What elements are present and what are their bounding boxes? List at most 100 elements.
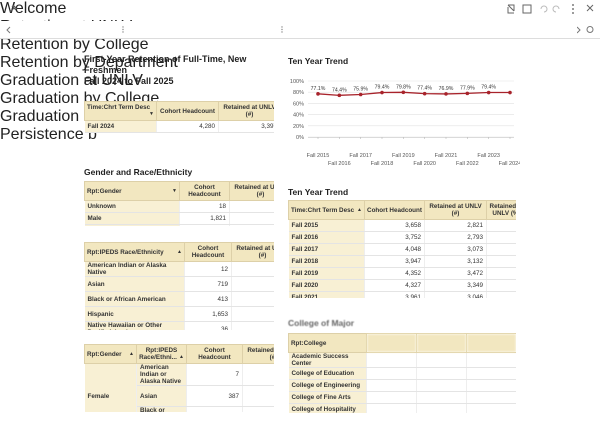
table-row: Black or African American 413 (84, 291, 274, 307)
tab-prev[interactable] (6, 26, 11, 34)
cell (466, 367, 516, 380)
trend-chart: 0% 20% 40% 60% 80% 100% Fall 2015 Fall 2016 Fall… (290, 79, 520, 167)
report-title: First-Year Retention of Full-Time, New F… (84, 54, 247, 75)
column-header: Retained at UNLV (#) (242, 344, 274, 364)
y-tick-label: 0% (296, 135, 304, 141)
table-row: Fall 2021 3,961 3,046 (288, 291, 516, 298)
close-icon[interactable] (586, 4, 594, 12)
row-header: Black or African American (84, 291, 185, 307)
column-header: Cohort Headcount (179, 181, 230, 201)
data-point (465, 91, 470, 96)
cell (186, 406, 243, 412)
cell: 2,441 (179, 224, 230, 226)
tab-menu[interactable] (281, 26, 283, 33)
sort-icon: ▲ (177, 248, 182, 255)
data-label: 77.1% (311, 86, 326, 92)
table-row: Male 1,821 (84, 212, 274, 225)
data-label: 79.8% (396, 84, 411, 90)
cell (416, 403, 467, 413)
row-header: Male (84, 212, 180, 225)
trend-line (317, 91, 510, 96)
data-label: 76.9% (439, 86, 454, 92)
x-tick-label: Fall 2016 (328, 161, 351, 167)
data-label: 79.4% (481, 85, 496, 91)
y-tick-label: 80% (293, 90, 304, 96)
cell (231, 321, 274, 330)
cell (486, 231, 516, 244)
x-tick-label: Fall 2019 (392, 153, 415, 159)
undo-icon[interactable] (540, 5, 548, 13)
row-header: Fall 2017 (288, 243, 365, 256)
data-label: 77.4% (417, 86, 432, 92)
column-header-text: Cohort Headcount (198, 347, 231, 361)
column-header-text: Rpt:IPEDS Race/Ethnicity (87, 248, 164, 256)
column-header: Cohort Headcount (186, 344, 243, 364)
tab[interactable]: Retention by Department (0, 54, 178, 71)
table-row: Fall 2016 3,752 2,793 (288, 231, 516, 244)
table: Rpt:Gender ▼ Cohort Headcount Retained at U… (84, 181, 274, 226)
column-header: Retained at UNLV (#) (231, 242, 274, 262)
cell: 3,132 (424, 255, 487, 268)
cell (466, 379, 516, 392)
cell (486, 291, 516, 298)
sort-icon: ▲ (357, 206, 362, 213)
table-row: College of Education (288, 367, 516, 380)
cell: 3,046 (424, 291, 487, 298)
table-row: Fall 2017 4,048 3,073 (288, 243, 516, 256)
cell: 18 (179, 200, 230, 213)
table: Time:Chrt Term Desc ▼ Cohort Headcount Reta… (84, 101, 274, 133)
data-point (380, 90, 384, 95)
column-header-text: Retained at UNLV (%) (489, 203, 516, 217)
cell: 36 (184, 321, 232, 330)
tab[interactable]: Welcome (0, 0, 67, 17)
sort-icon: ▼ (149, 111, 154, 117)
column-header-text: Rpt:Gender (87, 187, 122, 195)
row-header: Academic Success Center (288, 352, 367, 368)
column-header-text: Rpt:Gender (87, 350, 122, 358)
column-header: Cohort Headcount (184, 242, 232, 262)
tab[interactable]: Persistence b (0, 126, 97, 143)
header-row: Rpt:College (288, 333, 516, 353)
cell: 719 (184, 276, 232, 292)
column-header (466, 333, 516, 353)
menu-icon[interactable] (572, 4, 574, 14)
cell (366, 352, 417, 368)
layout-icon[interactable] (522, 4, 532, 14)
cell: 413 (184, 291, 232, 307)
column-header (366, 333, 417, 353)
cell (416, 367, 467, 380)
table-row: Female2,441 (84, 224, 274, 226)
column-header: Retained at UNLV (#) (424, 200, 487, 220)
column-header: Rpt:IPEDS Race/Ethnicity ▲ (84, 242, 185, 262)
tab[interactable]: Graduation at UNLV (0, 72, 143, 89)
column-header: Rpt:College (288, 333, 367, 353)
top-toolbar (9, 4, 594, 14)
data-label: 75.9% (353, 86, 368, 92)
header-row: Time:Chrt Term Desc ▼ Cohort Headcount Reta… (84, 101, 274, 121)
cell: 3,472 (424, 267, 487, 280)
tab-menu[interactable] (122, 26, 124, 33)
column-header-text: Retained at UNLV (#) (236, 245, 274, 259)
section-title: Gender and Race/Ethnicity (84, 167, 193, 177)
x-tick-label: Fall 2018 (371, 161, 394, 167)
cell: 7 (186, 363, 243, 386)
expand-icon[interactable] (507, 4, 515, 14)
tab-search[interactable] (586, 26, 594, 33)
tab[interactable]: Retention by College (0, 36, 149, 53)
pin-icon[interactable] (9, 4, 18, 13)
row-header: College of Hospitality (288, 403, 367, 413)
redo-icon[interactable] (552, 5, 560, 13)
data-point (358, 92, 363, 97)
column-header: Rpt:IPEDS Race/Ethni... ▲ (136, 344, 187, 364)
column-header-text: Cohort Headcount (160, 107, 215, 115)
tab-next[interactable] (576, 26, 581, 34)
row-header: Black or African American (136, 406, 187, 412)
cell (416, 391, 467, 404)
table-row: Fall 2018 3,947 3,132 (288, 255, 516, 268)
header-row: Rpt:Gender ▼ Cohort Headcount Retained at U… (84, 181, 274, 201)
cell (466, 403, 516, 413)
data-table: Rpt:Gender ▲ Rpt:IPEDS Race/Ethni... ▲ Cohor… (84, 344, 274, 412)
cell (229, 212, 274, 225)
cell: 2,821 (424, 219, 487, 232)
